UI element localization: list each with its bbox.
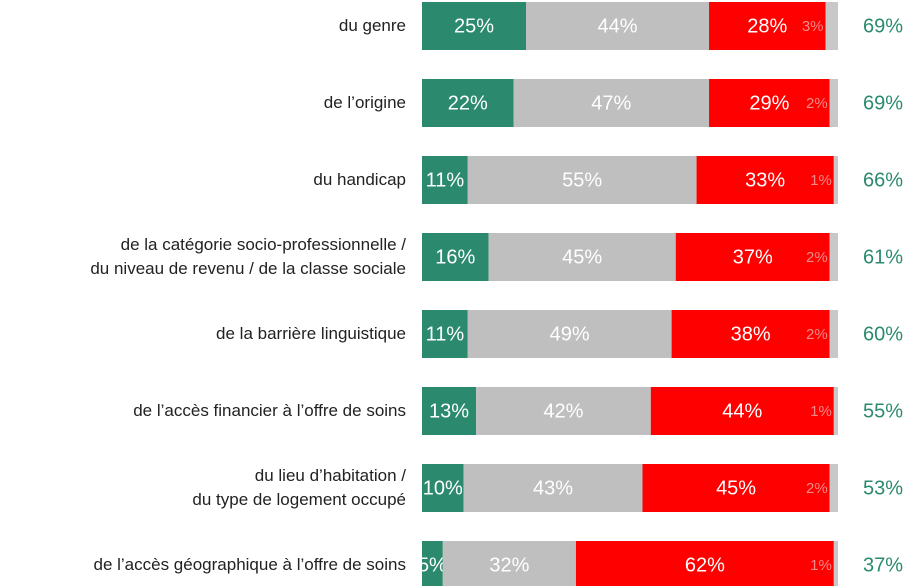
value-label: 11% <box>426 323 465 345</box>
bar-segment <box>829 233 838 281</box>
value-label: 28% <box>747 15 787 37</box>
value-label: 11% <box>426 169 465 191</box>
bar-segment <box>422 156 468 204</box>
value-label: 44% <box>722 400 762 422</box>
value-label: 5% <box>418 554 447 576</box>
value-label: 47% <box>591 92 631 114</box>
total-label: 53% <box>863 477 903 499</box>
value-label: 2% <box>806 326 828 343</box>
bar-segment <box>696 156 834 204</box>
bar-segment <box>422 387 477 435</box>
value-label: 32% <box>489 554 529 576</box>
value-label: 16% <box>435 246 475 268</box>
bar-segment <box>650 387 834 435</box>
bar-segment <box>575 541 834 586</box>
bar-segment <box>463 464 643 512</box>
category-label: du handicap <box>313 170 406 189</box>
category-label: de l’accès géographique à l’offre de soi… <box>93 555 406 574</box>
bar-segment <box>476 387 651 435</box>
bar-segment <box>833 156 838 204</box>
bar-segment <box>833 541 838 586</box>
bar-segment <box>513 79 710 127</box>
value-label: 37% <box>733 246 773 268</box>
value-label: 10% <box>423 477 463 499</box>
bar-segment <box>675 233 830 281</box>
bar-segment <box>422 79 514 127</box>
bar-segment <box>671 310 830 358</box>
value-label: 45% <box>562 246 602 268</box>
total-label: 37% <box>863 554 903 576</box>
bar-segment <box>422 541 443 586</box>
bar-segment <box>829 310 838 358</box>
category-label: de l’origine <box>323 93 406 112</box>
value-label: 42% <box>543 400 583 422</box>
total-label: 55% <box>863 400 903 422</box>
bar-segment <box>642 464 830 512</box>
value-label: 49% <box>550 323 590 345</box>
value-label: 43% <box>533 477 573 499</box>
bar-segment <box>422 464 464 512</box>
value-label: 1% <box>810 172 832 189</box>
bar-segment <box>833 387 838 435</box>
value-label: 62% <box>685 554 725 576</box>
value-label: 55% <box>562 169 602 191</box>
value-label: 22% <box>448 92 488 114</box>
total-label: 69% <box>863 92 903 114</box>
category-label: de la catégorie socio-professionnelle / … <box>90 235 406 278</box>
bar-segment <box>422 2 526 50</box>
total-label: 61% <box>863 246 903 268</box>
bar-segment <box>829 79 838 127</box>
value-label: 44% <box>598 15 638 37</box>
total-label: 69% <box>863 15 903 37</box>
bar-segment <box>422 233 489 281</box>
value-label: 33% <box>745 169 785 191</box>
bar-segment <box>709 2 826 50</box>
value-label: 2% <box>806 95 828 112</box>
bar-segment <box>709 79 830 127</box>
category-label: du lieu d’habitation / du type de logeme… <box>192 466 406 509</box>
category-label: de l’accès financier à l’offre de soins <box>133 401 406 420</box>
value-label: 29% <box>749 92 789 114</box>
bar-segment <box>467 156 697 204</box>
value-label: 38% <box>731 323 771 345</box>
category-label: de la barrière linguistique <box>216 324 406 343</box>
bar-segment <box>442 541 576 586</box>
value-label: 3% <box>802 18 824 35</box>
value-label: 25% <box>454 15 494 37</box>
value-label: 13% <box>429 400 469 422</box>
value-label: 2% <box>806 480 828 497</box>
total-label: 60% <box>863 323 903 345</box>
category-label: du genre <box>338 16 406 35</box>
bar-segment <box>422 310 468 358</box>
bar-segment <box>488 233 676 281</box>
total-label: 66% <box>863 169 903 191</box>
bar-segment <box>526 2 710 50</box>
bar-segment <box>467 310 672 358</box>
value-label: 1% <box>810 557 832 574</box>
value-label: 45% <box>716 477 756 499</box>
bar-segment <box>829 464 838 512</box>
value-label: 1% <box>810 403 832 420</box>
value-label: 2% <box>806 249 828 266</box>
bar-segment <box>825 2 838 50</box>
